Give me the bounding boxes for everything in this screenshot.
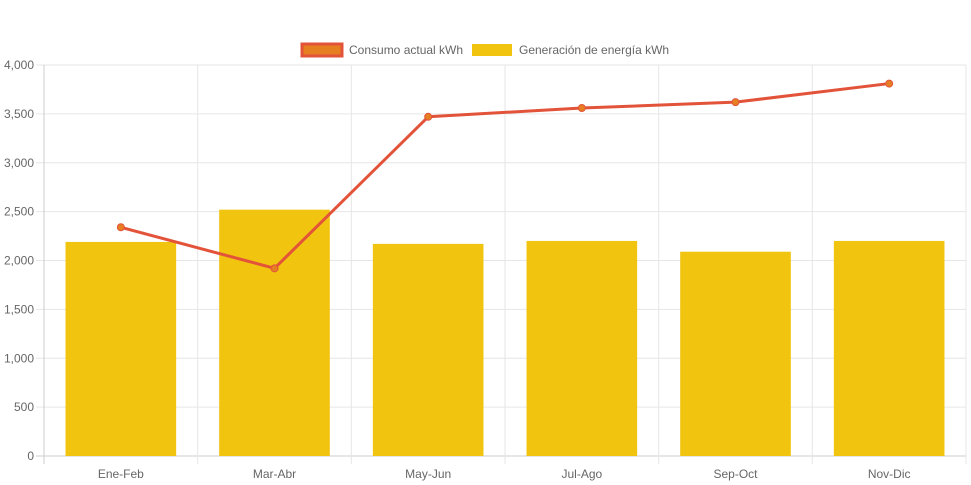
x-tick-label: Nov-Dic xyxy=(868,467,911,481)
line-point[interactable] xyxy=(577,104,586,113)
bar-series xyxy=(65,209,945,456)
x-tick-label: Jul-Ago xyxy=(561,467,602,481)
line-point[interactable] xyxy=(116,223,125,232)
legend-swatch-consumo[interactable] xyxy=(300,42,344,58)
y-tick-label: 3,500 xyxy=(4,107,34,121)
line-point[interactable] xyxy=(885,79,894,88)
y-tick-label: 1,500 xyxy=(4,302,34,316)
y-tick-label: 1,000 xyxy=(4,351,34,365)
x-tick-label: Ene-Feb xyxy=(98,467,144,481)
line-point[interactable] xyxy=(424,112,433,121)
x-tick-label: Mar-Abr xyxy=(253,467,296,481)
bar[interactable] xyxy=(65,241,177,456)
legend-swatch-generacion[interactable] xyxy=(472,44,512,56)
axes: 0 500 1,000 1,500 2,000 2,500 3,000 3,500 4,000 E… xyxy=(4,58,911,481)
line-path xyxy=(120,82,890,270)
y-tick-label: 0 xyxy=(27,449,34,463)
bar[interactable] xyxy=(526,240,638,456)
bar[interactable] xyxy=(833,240,945,456)
y-tick-label: 3,000 xyxy=(4,156,34,170)
grid-lines xyxy=(36,64,967,464)
line-point[interactable] xyxy=(270,264,279,273)
line-series xyxy=(116,79,894,273)
x-tick-label: Sep-Oct xyxy=(713,467,758,481)
bar[interactable] xyxy=(680,251,791,456)
legend: Consumo actual kWh Generación de energía… xyxy=(300,42,669,58)
legend-label-generacion: Generación de energía kWh xyxy=(519,43,669,57)
line-point[interactable] xyxy=(731,98,740,107)
legend-label-consumo: Consumo actual kWh xyxy=(349,43,463,57)
bar[interactable] xyxy=(219,209,330,456)
y-tick-label: 2,000 xyxy=(4,254,34,268)
bar[interactable] xyxy=(372,243,484,456)
y-tick-label: 4,000 xyxy=(4,58,34,72)
y-tick-label: 2,500 xyxy=(4,205,34,219)
x-tick-label: May-Jun xyxy=(405,467,451,481)
y-tick-label: 500 xyxy=(14,400,34,414)
